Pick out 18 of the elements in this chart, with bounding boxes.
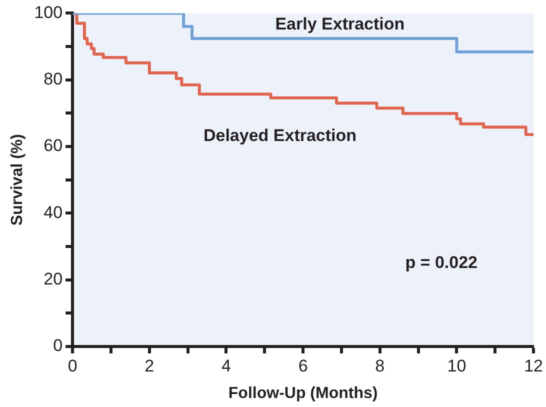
y-axis-title: Survival (%) [9,134,26,226]
x-tick-label: 8 [375,356,385,376]
x-tick-label: 6 [298,356,308,376]
y-tick-label: 40 [44,202,63,222]
annotation: p = 0.022 [405,252,478,272]
y-tick-label: 60 [44,136,63,156]
y-tick-label: 20 [44,269,63,288]
y-tick-label: 80 [44,70,63,89]
x-tick-label: 2 [144,356,154,376]
x-axis-title: Follow-Up (Months) [228,384,378,402]
x-tick-label: 4 [221,356,231,376]
y-tick-label: 100 [34,2,63,22]
series-label: Delayed Extraction [203,126,357,146]
x-tick-label: 12 [524,356,544,376]
series-label: Early Extraction [275,14,405,34]
x-tick-label: 0 [68,356,78,376]
y-tick-label: 0 [53,336,63,356]
x-tick-label: 10 [447,356,466,376]
